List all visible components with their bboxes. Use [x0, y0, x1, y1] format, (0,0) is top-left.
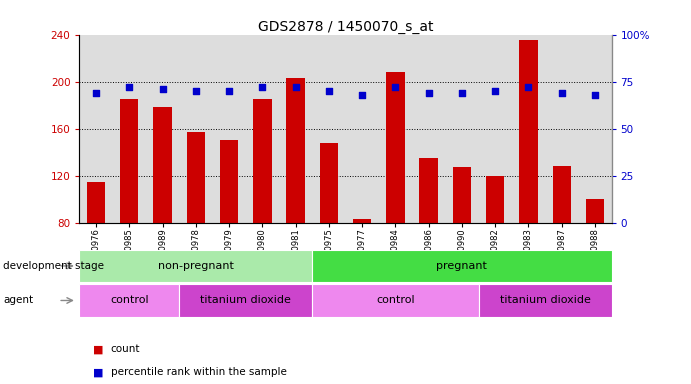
Bar	[220, 141, 238, 223]
Text: ■: ■	[93, 367, 104, 377]
Point	[490, 88, 501, 94]
Point	[456, 90, 467, 96]
Bar	[312, 284, 478, 317]
Point	[257, 84, 268, 90]
Point	[423, 90, 434, 96]
Point	[556, 90, 567, 96]
Point	[523, 84, 534, 90]
Text: titanium dioxide: titanium dioxide	[500, 295, 591, 306]
Point	[91, 90, 102, 96]
Point	[357, 92, 368, 98]
Bar	[553, 166, 571, 223]
Bar	[586, 199, 604, 223]
Bar	[312, 250, 612, 282]
Bar	[253, 99, 272, 223]
Bar	[287, 78, 305, 223]
Text: non-pregnant: non-pregnant	[158, 261, 234, 271]
Point	[190, 88, 201, 94]
Bar	[453, 167, 471, 223]
Text: control: control	[110, 295, 149, 306]
Point	[589, 92, 600, 98]
Bar	[187, 132, 205, 223]
Bar	[486, 176, 504, 223]
Text: count: count	[111, 344, 140, 354]
Text: percentile rank within the sample: percentile rank within the sample	[111, 367, 287, 377]
Bar	[320, 143, 338, 223]
Point	[224, 88, 235, 94]
Point	[290, 84, 301, 90]
Bar	[179, 284, 312, 317]
Bar	[478, 284, 612, 317]
Text: titanium dioxide: titanium dioxide	[200, 295, 291, 306]
Title: GDS2878 / 1450070_s_at: GDS2878 / 1450070_s_at	[258, 20, 433, 33]
Point	[124, 84, 135, 90]
Bar	[153, 108, 172, 223]
Bar	[353, 219, 371, 223]
Text: ■: ■	[93, 344, 104, 354]
Bar	[87, 182, 105, 223]
Bar	[79, 284, 179, 317]
Text: development stage: development stage	[3, 261, 104, 271]
Bar	[519, 40, 538, 223]
Text: control: control	[376, 295, 415, 306]
Bar	[419, 158, 438, 223]
Point	[323, 88, 334, 94]
Text: agent: agent	[3, 295, 34, 306]
Bar	[79, 250, 312, 282]
Text: pregnant: pregnant	[437, 261, 487, 271]
Point	[157, 86, 168, 92]
Point	[390, 84, 401, 90]
Bar	[386, 72, 404, 223]
Bar	[120, 99, 138, 223]
